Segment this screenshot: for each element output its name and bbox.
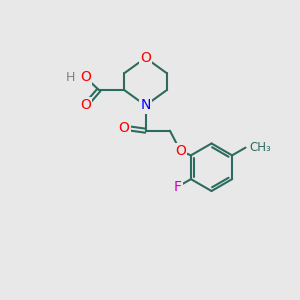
Text: O: O <box>175 144 186 158</box>
Text: O: O <box>80 70 91 85</box>
Text: F: F <box>174 180 182 194</box>
Text: CH₃: CH₃ <box>249 141 271 154</box>
Text: H: H <box>65 71 75 84</box>
Text: O: O <box>119 121 130 135</box>
Text: O: O <box>80 98 91 112</box>
Text: O: O <box>140 51 151 65</box>
Text: N: N <box>140 98 151 112</box>
